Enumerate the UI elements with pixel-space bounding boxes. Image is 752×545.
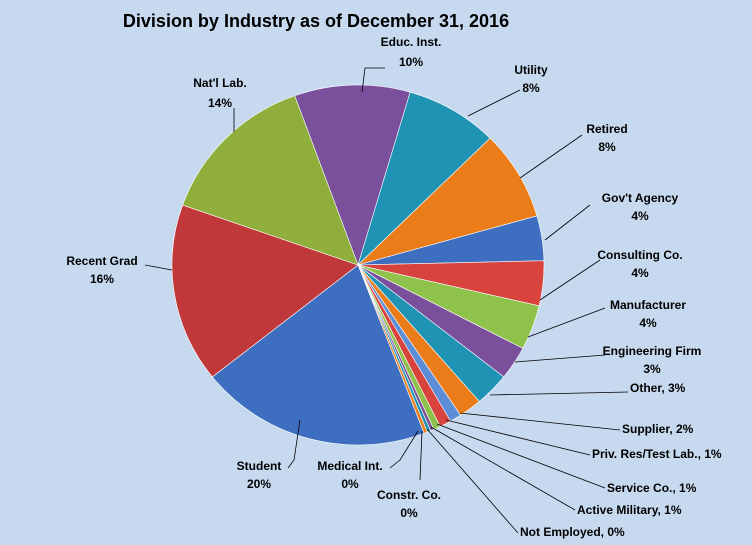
- chart-title: Division by Industry as of December 31, …: [123, 11, 509, 31]
- leader-line-12: [426, 428, 519, 534]
- slice-label-15: Student: [237, 459, 282, 473]
- slice-value-16: 16%: [90, 272, 114, 286]
- pie-slice-15: [211, 264, 425, 446]
- leader-line-10: [436, 423, 606, 489]
- slice-value-2: 8%: [598, 140, 616, 154]
- slice-label-8: Supplier, 2%: [622, 422, 694, 436]
- slice-label-2: Retired: [586, 122, 627, 136]
- slice-label-3: Gov't Agency: [602, 191, 679, 205]
- leader-line-9: [445, 419, 591, 456]
- labels-group: Educ. Inst. 10% Utility 8% Retired 8% Gov't Ag…: [66, 35, 722, 539]
- slice-label-17: Nat'l Lab.: [193, 76, 247, 90]
- pie-slice-17: [182, 95, 359, 266]
- slice-value-13: 0%: [400, 506, 418, 520]
- slice-label-10: Service Co., 1%: [607, 481, 697, 495]
- slice-value-6: 3%: [643, 362, 661, 376]
- slice-value-15: 20%: [247, 477, 271, 491]
- slice-label-9: Priv. Res/Test Lab., 1%: [592, 447, 722, 461]
- leader-line-16: [144, 264, 173, 271]
- slice-value-1: 8%: [522, 81, 540, 95]
- slice-label-13: Constr. Co.: [377, 488, 441, 502]
- pie-slice-0: [294, 84, 411, 266]
- leader-line-4: [539, 259, 601, 301]
- leader-line-3: [544, 204, 591, 241]
- pie-slice-16: [171, 204, 359, 378]
- slice-label-7: Other, 3%: [630, 381, 686, 395]
- leader-line-0: [361, 67, 385, 93]
- leader-line-1: [467, 89, 521, 117]
- leader-line-7: [489, 391, 629, 396]
- slice-value-0: 10%: [399, 55, 423, 69]
- pie-slice-2: [357, 137, 538, 266]
- leader-line-6: [514, 354, 606, 363]
- leader-line-13: [419, 430, 423, 481]
- slice-value-3: 4%: [631, 209, 649, 223]
- slice-label-0: Educ. Inst.: [381, 35, 442, 49]
- pie-slice-1: [357, 91, 491, 267]
- slice-label-16: Recent Grad: [66, 254, 137, 268]
- slice-value-4: 4%: [631, 266, 649, 280]
- slice-label-14: Medical Int.: [317, 459, 382, 473]
- slice-label-5: Manufacturer: [610, 298, 686, 312]
- slice-label-4: Consulting Co.: [597, 248, 682, 262]
- leader-line-14: [389, 430, 419, 469]
- slice-label-6: Engineering Firm: [603, 344, 702, 358]
- leader-line-15: [287, 419, 301, 469]
- slice-label-12: Not Employed, 0%: [520, 525, 625, 539]
- slice-label-1: Utility: [514, 63, 548, 77]
- leader-line-11: [430, 426, 576, 511]
- leader-line-5: [527, 307, 606, 338]
- slice-label-11: Active Military, 1%: [577, 503, 682, 517]
- slice-value-17: 14%: [208, 96, 232, 110]
- leader-line-8: [459, 412, 621, 431]
- slice-value-14: 0%: [341, 477, 359, 491]
- slice-value-5: 4%: [639, 316, 657, 330]
- leader-line-2: [519, 134, 583, 179]
- slices-group: [171, 84, 545, 446]
